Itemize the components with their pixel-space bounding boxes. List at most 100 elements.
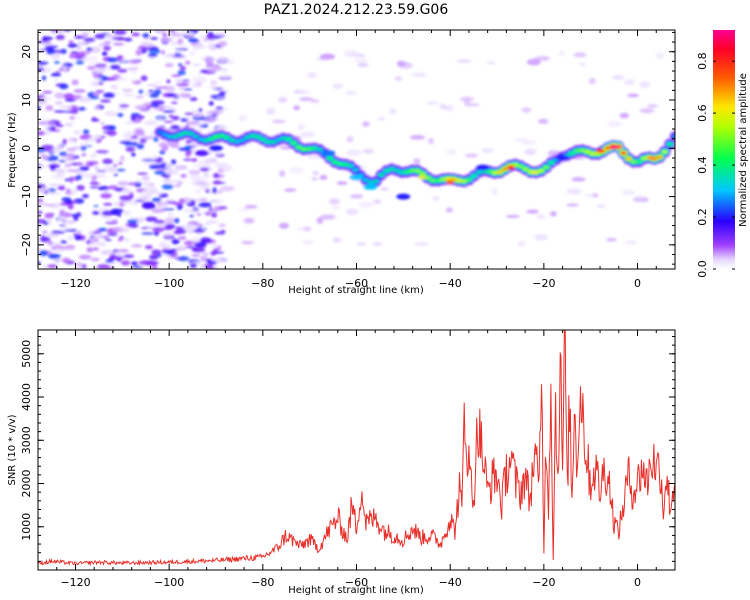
ridge-cell bbox=[656, 155, 663, 159]
noise-cell bbox=[129, 79, 137, 82]
noise-cell bbox=[55, 52, 62, 55]
noise-cell bbox=[185, 140, 192, 144]
noise-cell bbox=[299, 97, 314, 102]
noise-cell bbox=[409, 135, 426, 140]
noise-cell bbox=[110, 208, 124, 214]
noise-cell bbox=[65, 110, 73, 113]
noise-cell bbox=[41, 230, 48, 233]
noise-cell bbox=[167, 212, 175, 218]
noise-cell bbox=[61, 257, 71, 263]
x-tick-label: 0 bbox=[634, 277, 641, 290]
noise-cell bbox=[154, 81, 163, 84]
noise-cell bbox=[38, 210, 43, 215]
noise-cell bbox=[116, 107, 128, 111]
noise-cell bbox=[191, 158, 198, 163]
ridge-cell bbox=[574, 149, 581, 153]
ridge-peak bbox=[418, 175, 427, 180]
ridge-cell bbox=[568, 151, 575, 155]
noise-cell bbox=[39, 250, 49, 257]
noise-cell bbox=[188, 175, 202, 179]
noise-cell bbox=[277, 96, 288, 103]
ridge-branch bbox=[194, 150, 209, 157]
noise-cell bbox=[439, 103, 447, 110]
noise-cell bbox=[40, 119, 49, 122]
noise-cell bbox=[62, 138, 68, 145]
noise-cell bbox=[88, 56, 99, 61]
noise-cell bbox=[566, 188, 582, 195]
noise-cell bbox=[185, 121, 200, 125]
noise-cell bbox=[100, 193, 112, 199]
noise-cell bbox=[189, 97, 198, 102]
noise-cell bbox=[191, 254, 201, 257]
noise-cell bbox=[117, 112, 124, 117]
noise-cell bbox=[48, 253, 62, 259]
noise-cell bbox=[136, 143, 145, 150]
noise-cell bbox=[89, 186, 100, 189]
noise-cell bbox=[130, 243, 143, 248]
ridge-cell bbox=[337, 162, 344, 166]
ridge-cell bbox=[234, 139, 241, 144]
ridge-cell bbox=[213, 135, 220, 139]
noise-cell bbox=[208, 157, 218, 164]
noise-cell bbox=[184, 112, 194, 116]
noise-cell bbox=[170, 125, 181, 130]
ridge-cell bbox=[362, 178, 369, 182]
noise-cell bbox=[215, 106, 224, 110]
noise-cell bbox=[200, 186, 211, 191]
noise-cell bbox=[345, 149, 362, 157]
noise-cell bbox=[76, 184, 85, 191]
noise-cell bbox=[136, 115, 145, 120]
noise-cell bbox=[297, 90, 310, 95]
colorbar-tick-label: 0.6 bbox=[696, 104, 709, 122]
ridge-cell bbox=[589, 152, 596, 156]
spectrogram-y-label: Frequency (Hz) bbox=[7, 112, 18, 188]
noise-cell bbox=[123, 254, 135, 259]
noise-cell bbox=[164, 217, 176, 224]
x-tick-label: −60 bbox=[345, 277, 368, 290]
ridge-branch bbox=[208, 145, 223, 152]
noise-cell bbox=[122, 88, 133, 92]
x-tick-label: −120 bbox=[60, 576, 90, 589]
noise-cell bbox=[81, 153, 87, 157]
noise-cell bbox=[90, 80, 99, 87]
noise-cell bbox=[51, 230, 66, 234]
noise-cell bbox=[79, 145, 87, 151]
noise-cell bbox=[91, 211, 101, 215]
noise-cell bbox=[537, 118, 549, 124]
noise-cell bbox=[130, 115, 137, 121]
noise-cell bbox=[38, 47, 43, 51]
noise-cell bbox=[98, 43, 111, 47]
ridge-cell bbox=[625, 157, 632, 161]
noise-cell bbox=[336, 181, 348, 185]
noise-cell bbox=[94, 166, 99, 170]
noise-cell bbox=[175, 228, 187, 234]
noise-cell bbox=[71, 190, 78, 195]
noise-cell bbox=[95, 89, 105, 93]
noise-cell bbox=[98, 66, 106, 70]
noise-cell bbox=[177, 236, 187, 240]
noise-cell bbox=[243, 217, 255, 224]
noise-cell bbox=[130, 261, 138, 266]
ridge-cell bbox=[326, 156, 333, 160]
noise-cell bbox=[124, 120, 135, 125]
noise-cell bbox=[212, 187, 217, 194]
noise-cell bbox=[38, 42, 52, 45]
noise-cell bbox=[195, 81, 202, 88]
ridge-cell bbox=[177, 133, 184, 137]
noise-cell bbox=[199, 264, 205, 269]
noise-cell bbox=[164, 199, 175, 202]
noise-cell bbox=[362, 121, 370, 127]
noise-cell bbox=[218, 223, 226, 228]
noise-cell bbox=[97, 75, 108, 82]
noise-cell bbox=[165, 200, 176, 205]
noise-cell bbox=[158, 104, 165, 109]
noise-cell bbox=[116, 213, 122, 217]
noise-cell bbox=[55, 124, 64, 128]
noise-cell bbox=[160, 50, 166, 55]
noise-cell bbox=[97, 185, 110, 191]
noise-cell bbox=[133, 201, 138, 206]
noise-cell bbox=[77, 161, 82, 167]
noise-cell bbox=[184, 145, 192, 152]
ridge-cell bbox=[409, 168, 416, 173]
